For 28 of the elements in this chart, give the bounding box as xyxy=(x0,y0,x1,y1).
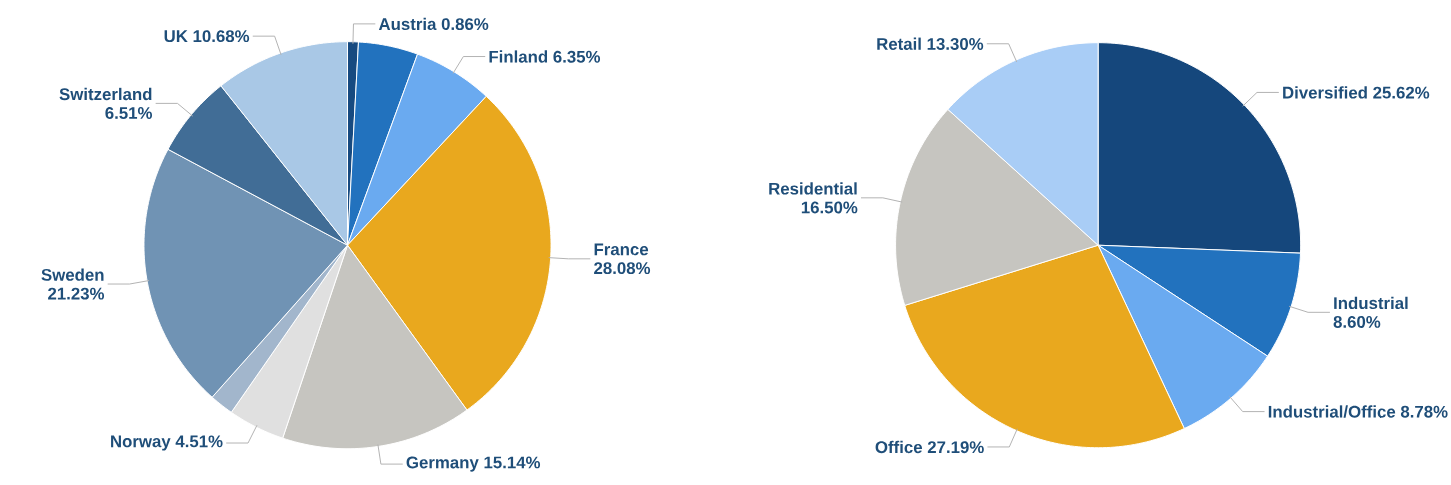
data-label: 27.19% xyxy=(927,441,984,454)
data-label: 4.51% xyxy=(175,435,223,448)
slice-label: Retail xyxy=(877,37,921,51)
slice-label: Norway xyxy=(111,435,171,451)
data-label: 6.35% xyxy=(553,51,601,63)
data-label: 15.14% xyxy=(484,456,541,469)
slice-label: Sweden xyxy=(41,268,104,282)
slice-label: Office xyxy=(875,441,923,454)
data-label: 6.51% xyxy=(105,107,153,120)
slice-label: Industrial/Office xyxy=(1268,405,1396,419)
data-label: 13.30% xyxy=(927,38,984,51)
data-label: 10.68% xyxy=(193,30,250,43)
data-label: 8.60% xyxy=(1333,316,1381,329)
data-label: 0.86% xyxy=(441,18,489,31)
slice-label: Finland xyxy=(489,50,548,63)
slice-label: France xyxy=(594,243,649,256)
data-label: 8.78% xyxy=(1400,406,1448,418)
slice-label: Residential xyxy=(769,182,857,195)
slice-label: Switzerland xyxy=(59,88,152,101)
data-label: 21.23% xyxy=(48,287,105,300)
data-label: 16.50% xyxy=(801,201,858,214)
data-label: 25.62% xyxy=(1373,86,1430,99)
slice-label: Austria xyxy=(378,17,437,31)
slice-label: Germany xyxy=(406,456,479,472)
slice-label: Diversified xyxy=(1283,86,1367,99)
slice-label: UK xyxy=(164,30,188,43)
data-label: 28.08% xyxy=(594,262,651,275)
slice-label: Industrial xyxy=(1334,297,1408,310)
